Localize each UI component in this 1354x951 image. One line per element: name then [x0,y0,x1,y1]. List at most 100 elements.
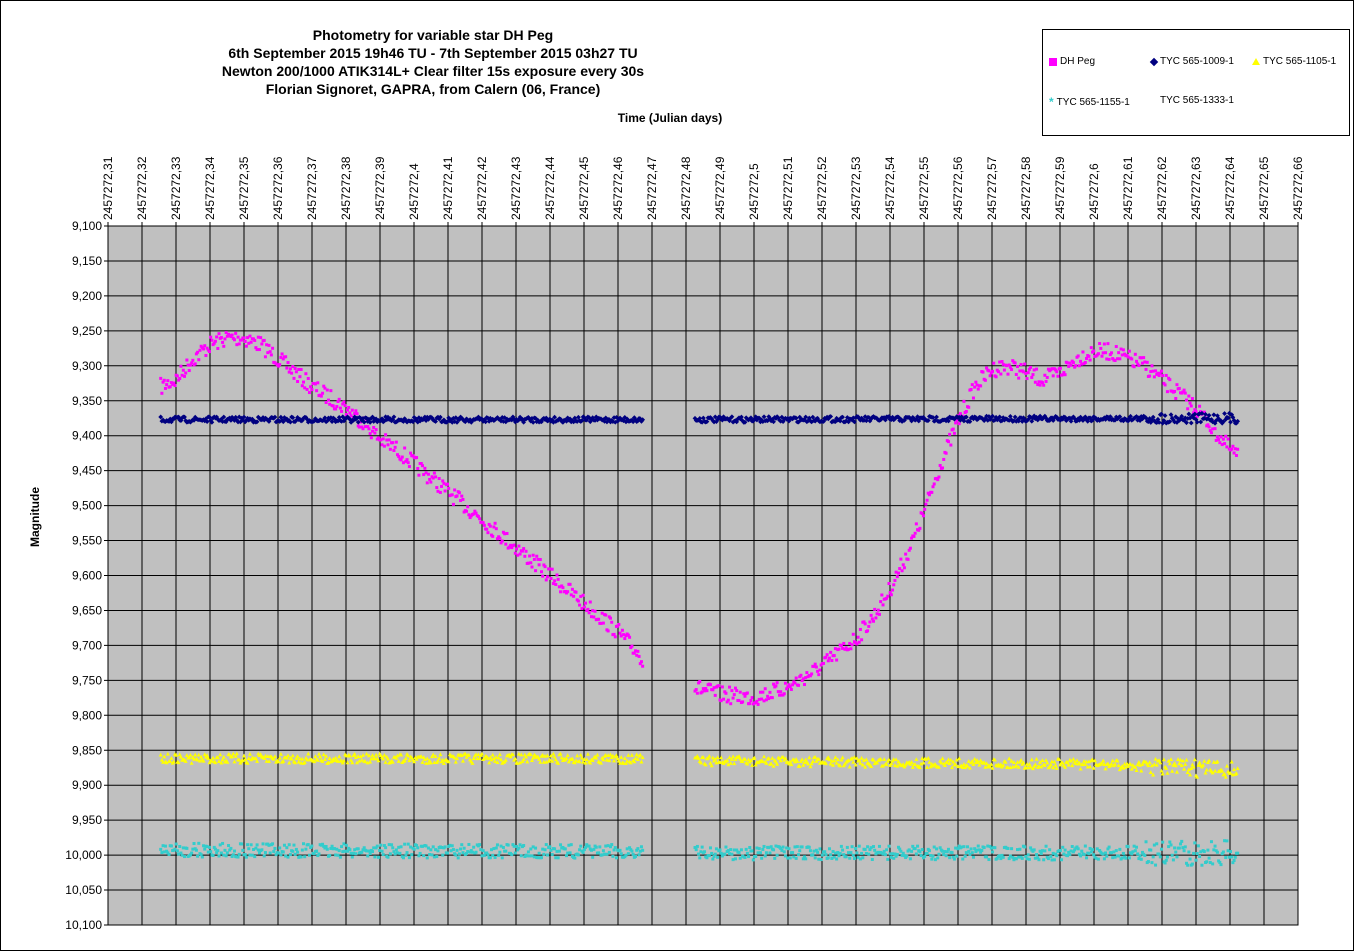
tyc-565-1155-1-point [908,857,912,861]
tyc-565-1155-1-point [852,857,856,861]
tyc-565-1105-1-point [1128,762,1133,766]
legend-label: TYC 565-1155-1 [1056,96,1130,108]
tyc-565-1155-1-point [250,853,254,857]
tyc-565-1105-1-point [358,754,363,759]
tyc-565-1105-1-point [989,762,994,766]
dh-peg-point [1108,353,1112,357]
tyc-565-1155-1-point [907,848,911,852]
dh-peg-point [560,584,564,588]
tyc-565-1155-1-point [504,849,508,853]
dh-peg-point [891,588,895,592]
tyc-565-1105-1-point [638,752,643,757]
dh-peg-point [435,486,439,490]
tyc-565-1105-1-point [1189,766,1194,770]
tyc-565-1105-1-point [1116,763,1121,768]
tyc-565-1155-1-point [607,850,611,854]
tyc-565-1155-1-point [905,854,909,858]
tyc-565-1155-1-point [824,853,828,857]
x-tick-label: 2457272,4 [407,163,421,220]
tyc-565-1155-1-point [405,851,409,855]
tyc-565-1155-1-point [775,853,779,857]
dh-peg-point [728,685,732,689]
tyc-565-1105-1-point [1195,774,1200,779]
tyc-565-1105-1-point [1021,760,1026,765]
tyc-565-1155-1-point [993,846,997,850]
tyc-565-1105-1-point [632,759,637,764]
tyc-565-1155-1-point [1029,846,1033,850]
tyc-565-1105-1-point [827,757,832,762]
dh-peg-point [207,350,211,354]
dh-peg-point [810,672,814,676]
dh-peg-point [219,336,223,340]
dh-peg-point [925,498,929,502]
tyc-565-1155-1-point [536,856,540,860]
tyc-565-1155-1-point [839,844,843,848]
dh-peg-point [597,617,601,621]
dh-peg-point [1121,348,1125,352]
tyc-565-1105-1-point [247,751,252,756]
x-axis-label: Time (Julian days) [617,111,723,125]
tyc-565-1155-1-point [1058,848,1062,852]
tyc-565-1155-1-point [1209,840,1213,844]
dh-peg-point [202,347,206,351]
dh-peg-point [779,690,783,694]
dh-peg-point [561,586,565,590]
dh-peg-point [720,685,724,689]
dh-peg-point [1144,367,1148,371]
tyc-565-1105-1-point [1105,761,1110,766]
tyc-565-1155-1-point [1110,851,1114,855]
tyc-565-1155-1-point [605,852,609,856]
tyc-565-1155-1-point [1229,850,1233,854]
dh-peg-point [387,438,391,442]
tyc-565-1155-1-point [902,854,906,858]
tyc-565-1155-1-point [378,848,382,852]
dh-peg-point [1081,350,1085,354]
dh-peg-point [347,405,351,409]
tyc-565-1155-1-point [750,849,754,853]
tyc-565-1105-1-point [858,761,863,765]
tyc-565-1155-1-point [425,856,429,860]
tyc-565-1155-1-point [225,851,229,855]
tyc-565-1155-1-point [913,847,917,851]
y-tick-label: 10,000 [65,848,102,862]
tyc-565-1105-1-point [634,752,639,757]
tyc-565-1009-1-point [552,414,557,420]
tyc-565-1105-1-point [733,757,738,761]
x-tick-label: 2457272,61 [1121,156,1135,220]
tyc-565-1155-1-point [982,846,986,850]
tyc-565-1105-1-point [1173,763,1178,768]
tyc-565-1105-1-point [428,760,433,765]
tyc-565-1155-1-point [728,852,732,856]
tyc-565-1105-1-point [764,761,769,765]
tyc-565-1105-1-point [232,759,237,764]
tyc-565-1155-1-point [1054,852,1058,856]
tyc-565-1155-1-point [1025,857,1029,861]
tyc-565-1105-1-point [243,757,248,761]
x-tick-label: 2457272,48 [679,156,693,220]
tyc-565-1155-1-point [710,851,714,855]
tyc-565-1155-1-point [367,849,371,853]
dh-peg-point [326,398,330,402]
tyc-565-1105-1-point [728,761,733,765]
dh-peg-point [416,466,420,470]
tyc-565-1105-1-point [234,751,239,756]
dh-peg-point [474,511,478,515]
dh-peg-point [735,689,739,693]
tyc-565-1155-1-point [849,851,853,855]
dh-peg-point [163,386,167,390]
dh-peg-point [604,613,608,617]
dh-peg-point [591,609,595,613]
dh-peg-point [306,376,310,380]
tyc-565-1105-1-point [1183,762,1188,766]
tyc-565-1155-1-point [1092,853,1096,857]
dh-peg-point [393,445,397,449]
dh-peg-point [473,509,477,513]
tyc-565-1105-1-point [783,756,788,761]
tyc-565-1155-1-point [511,843,515,847]
tyc-565-1105-1-point [1136,760,1141,764]
dh-peg-point [579,594,583,598]
tyc-565-1009-1-point [840,414,845,420]
dh-peg-point [1181,390,1185,394]
dh-peg-point [880,593,884,597]
tyc-565-1155-1-point [807,845,811,849]
